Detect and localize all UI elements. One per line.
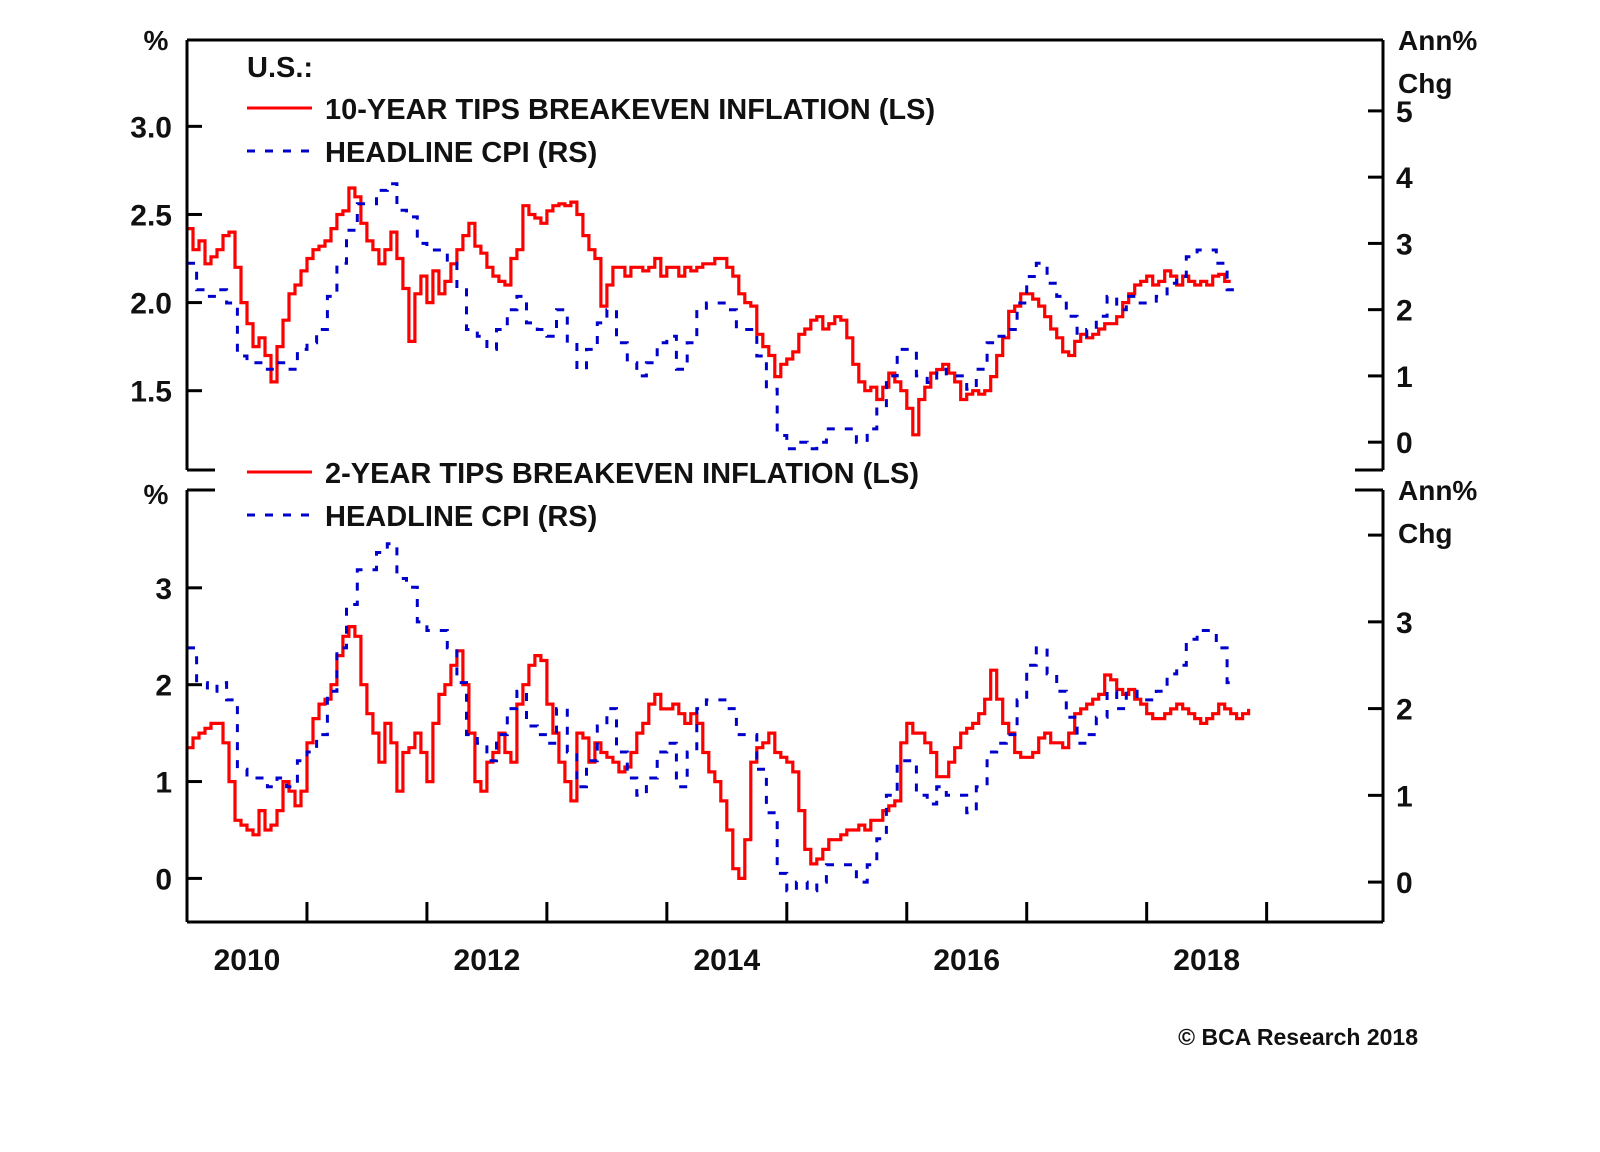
top-right-tick-label: 1	[1396, 361, 1413, 394]
top-legend-label-cpi: HEADLINE CPI (RS)	[325, 137, 597, 169]
bottom-series-tips-breakeven-line	[187, 625, 1251, 880]
bottom-left-tick-label: 2	[155, 670, 172, 703]
bottom-right-unit-label: Ann%	[1398, 475, 1477, 506]
x-tick-label: 2012	[454, 944, 521, 977]
x-tick-label: 2018	[1173, 944, 1240, 977]
bottom-legend-label-cpi: HEADLINE CPI (RS)	[325, 501, 597, 533]
text-layer: 3.0 2.5 2.0 1.5 5 4 3 2 1 0% Ann% Chg U.S.: 10-YEAR T…	[130, 25, 1477, 977]
top-right-tick-label: 5	[1396, 96, 1413, 129]
top-right-unit-label: Chg	[1398, 68, 1452, 99]
bottom-left-tick-label: 1	[155, 767, 172, 800]
bottom-left-tick-label: 3	[155, 573, 172, 606]
top-right-tick-label: 0	[1396, 427, 1413, 460]
axis-layer	[185, 38, 1385, 924]
bottom-left-tick-label: 0	[155, 863, 172, 896]
bottom-right-unit-label: Chg	[1398, 518, 1452, 549]
plot-layer	[187, 182, 1251, 893]
bottom-series-headline-cpi-line	[187, 542, 1237, 893]
top-right-unit-label: Ann%	[1398, 25, 1477, 56]
x-tick-label: 2010	[214, 944, 281, 977]
top-left-tick-label: 1.5	[130, 376, 172, 409]
bottom-right-tick-label: 2	[1396, 694, 1413, 727]
top-left-tick-label: 2.0	[130, 288, 172, 321]
top-series-tips-breakeven-line	[187, 186, 1231, 437]
top-right-tick-label: 3	[1396, 228, 1413, 261]
bottom-left-unit-label: %	[144, 479, 169, 510]
x-tick-label: 2014	[693, 944, 760, 977]
bottom-legend-label-tips: 2-YEAR TIPS BREAKEVEN INFLATION (LS)	[325, 458, 919, 490]
bottom-right-tick-label: 0	[1396, 867, 1413, 900]
x-tick-label: 2016	[933, 944, 1000, 977]
top-chart-title: U.S.:	[247, 52, 313, 84]
top-legend-label-tips: 10-YEAR TIPS BREAKEVEN INFLATION (LS)	[325, 94, 935, 126]
top-series-headline-cpi-line	[187, 182, 1237, 451]
top-right-tick-label: 2	[1396, 295, 1413, 328]
top-left-unit-label: %	[144, 25, 169, 56]
top-right-tick-label: 4	[1396, 162, 1413, 195]
top-left-tick-label: 3.0	[130, 111, 172, 144]
top-left-tick-label: 2.5	[130, 199, 172, 232]
bottom-right-tick-label: 1	[1396, 780, 1413, 813]
bottom-right-tick-label: 3	[1396, 607, 1413, 640]
copyright-notice: © BCA Research 2018	[1178, 1024, 1418, 1050]
